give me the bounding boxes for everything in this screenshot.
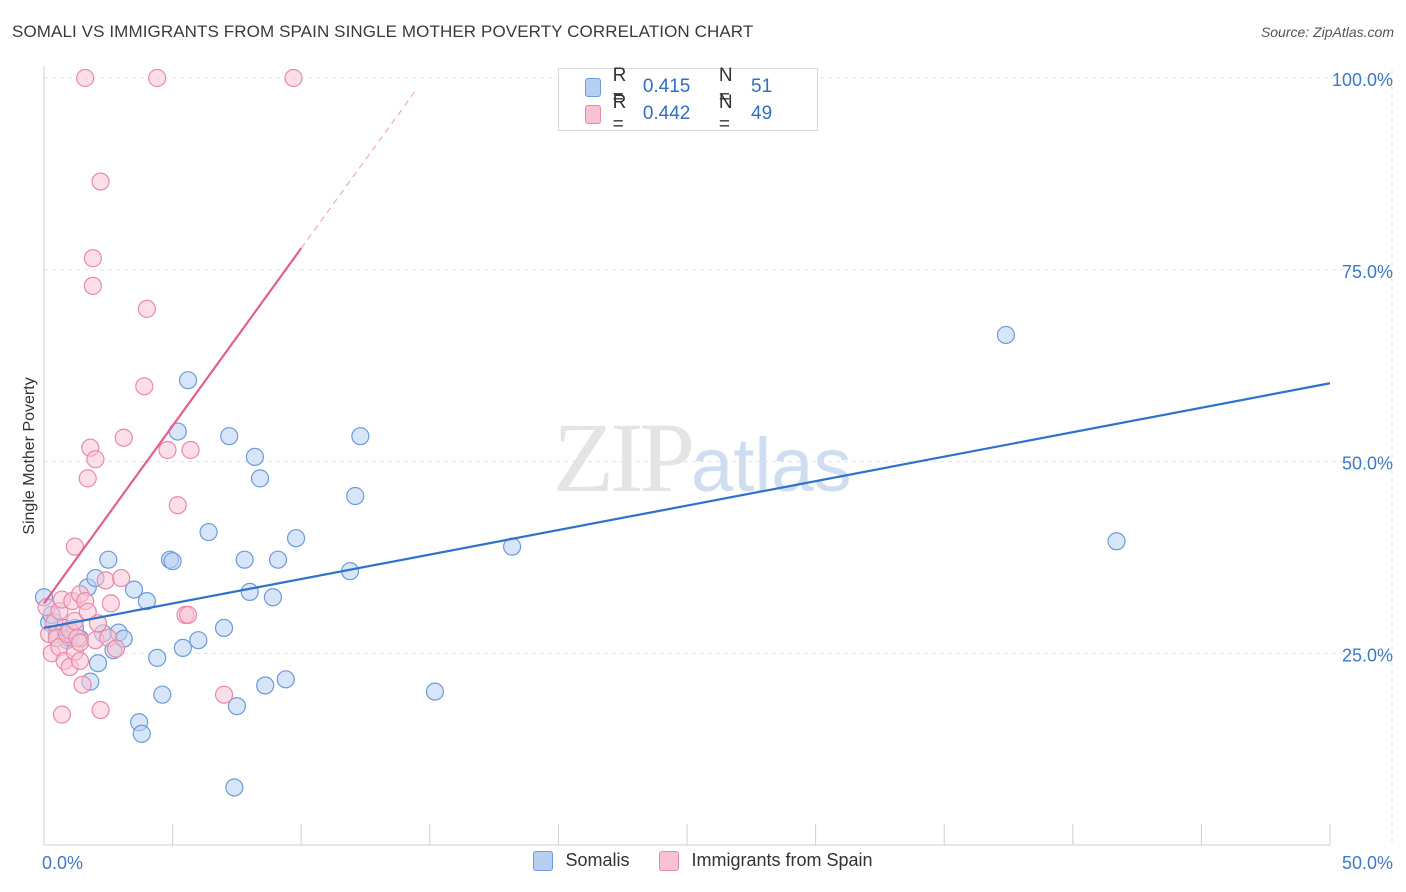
y-tick-label: 25.0% <box>1342 645 1393 665</box>
x-tick-label: 50.0% <box>1342 853 1393 873</box>
point-spain <box>168 496 187 515</box>
legend-item-spain[interactable]: Immigrants from Spain <box>659 850 873 871</box>
point-spain <box>178 605 198 625</box>
point-somalis <box>99 550 118 569</box>
point-somalis <box>132 724 151 743</box>
legend-n-value: 49 <box>751 103 773 124</box>
point-spain <box>135 377 154 396</box>
point-somalis <box>351 427 370 446</box>
point-somalis <box>346 486 365 506</box>
series-spain <box>37 68 303 724</box>
legend-r-value: 0.415 <box>642 76 691 97</box>
point-somalis <box>88 654 108 673</box>
point-somalis <box>263 588 283 607</box>
legend-label-somalis: Somalis <box>565 850 630 870</box>
point-somalis <box>225 778 244 797</box>
legend-n-value: 51 <box>751 76 773 97</box>
point-spain <box>112 568 131 588</box>
tick-labels: 25.0% 50.0% 75.0% 100.0% 0.0% 50.0% <box>42 70 1393 873</box>
point-somalis <box>250 469 270 488</box>
y-tick-label: 50.0% <box>1342 454 1393 474</box>
trend-extension-spain <box>300 88 418 249</box>
legend-label-spain: Immigrants from Spain <box>691 850 873 870</box>
point-somalis <box>189 631 208 650</box>
point-spain <box>214 685 234 704</box>
point-somalis <box>276 670 295 689</box>
point-somalis <box>220 427 239 446</box>
point-spain <box>137 299 156 318</box>
point-spain <box>52 705 72 724</box>
correlation-legend: R = 0.415 N = 51 R = 0.442 N = 49 <box>558 65 818 135</box>
point-spain <box>73 675 92 694</box>
point-somalis <box>268 550 288 569</box>
legend-row-spain: R = 0.442 N = 49 <box>585 92 817 135</box>
legend-swatch-spain <box>659 850 680 871</box>
source-credit: Source: ZipAtlas.com <box>1260 24 1394 40</box>
point-somalis <box>996 325 1016 345</box>
point-spain <box>284 68 303 88</box>
legend-r-label: R = <box>612 92 627 135</box>
legend-item-somalis[interactable]: Somalis <box>533 850 629 871</box>
y-tick-label: 100.0% <box>1332 70 1393 90</box>
point-somalis <box>245 447 265 466</box>
point-spain <box>96 571 115 590</box>
x-tick-label: 0.0% <box>42 853 83 873</box>
legend-swatch-somalis <box>533 850 554 871</box>
legend-n-label: N = <box>718 65 733 108</box>
point-somalis <box>173 638 192 657</box>
point-spain <box>65 537 84 556</box>
trend-line-spain <box>43 247 303 605</box>
legend-swatch-spain <box>585 104 601 124</box>
point-spain <box>70 651 90 671</box>
point-somalis <box>240 582 259 601</box>
point-spain <box>91 700 110 720</box>
series-somalis <box>34 325 1126 797</box>
point-spain <box>181 440 200 460</box>
point-somalis <box>235 550 254 569</box>
point-somalis <box>227 697 246 716</box>
point-spain <box>106 639 126 658</box>
legend-r-value: 0.442 <box>642 103 691 124</box>
chart-title: SOMALI VS IMMIGRANTS FROM SPAIN SINGLE M… <box>12 22 754 41</box>
y-axis-label: Single Mother Poverty <box>21 377 38 534</box>
point-spain <box>76 68 95 88</box>
watermark: ZIPatlas <box>553 400 852 515</box>
legend-row-somalis: R = 0.415 N = 51 <box>585 65 817 108</box>
point-spain <box>83 276 102 295</box>
point-spain <box>86 450 105 469</box>
legend-swatch-somalis <box>585 77 601 97</box>
point-somalis <box>286 529 306 548</box>
point-spain <box>78 469 97 488</box>
axes <box>43 66 1331 846</box>
point-somalis <box>137 591 156 611</box>
series-legend: Somalis Immigrants from Spain <box>0 850 1406 871</box>
point-somalis <box>214 618 234 638</box>
point-spain <box>101 594 120 613</box>
legend-r-label: R = <box>612 65 627 108</box>
point-spain <box>148 68 167 88</box>
watermark-atlas: atlas <box>691 423 852 508</box>
point-somalis <box>1107 532 1126 551</box>
point-somalis <box>124 580 144 599</box>
point-somalis <box>163 552 182 571</box>
point-somalis <box>153 685 172 704</box>
legend-n-label: N = <box>718 92 733 135</box>
y-tick-label: 75.0% <box>1342 262 1393 282</box>
watermark-zip: ZIP <box>553 402 695 513</box>
point-somalis <box>199 522 218 542</box>
trend-line-somalis <box>43 382 1331 630</box>
point-somalis <box>148 648 167 667</box>
point-spain <box>70 633 90 652</box>
point-somalis <box>178 371 198 390</box>
point-spain <box>158 440 177 460</box>
point-spain <box>83 249 102 268</box>
point-spain <box>114 428 133 447</box>
trend-lines <box>43 88 1331 630</box>
point-somalis <box>256 676 275 695</box>
point-somalis <box>425 682 445 701</box>
point-spain <box>91 172 110 191</box>
